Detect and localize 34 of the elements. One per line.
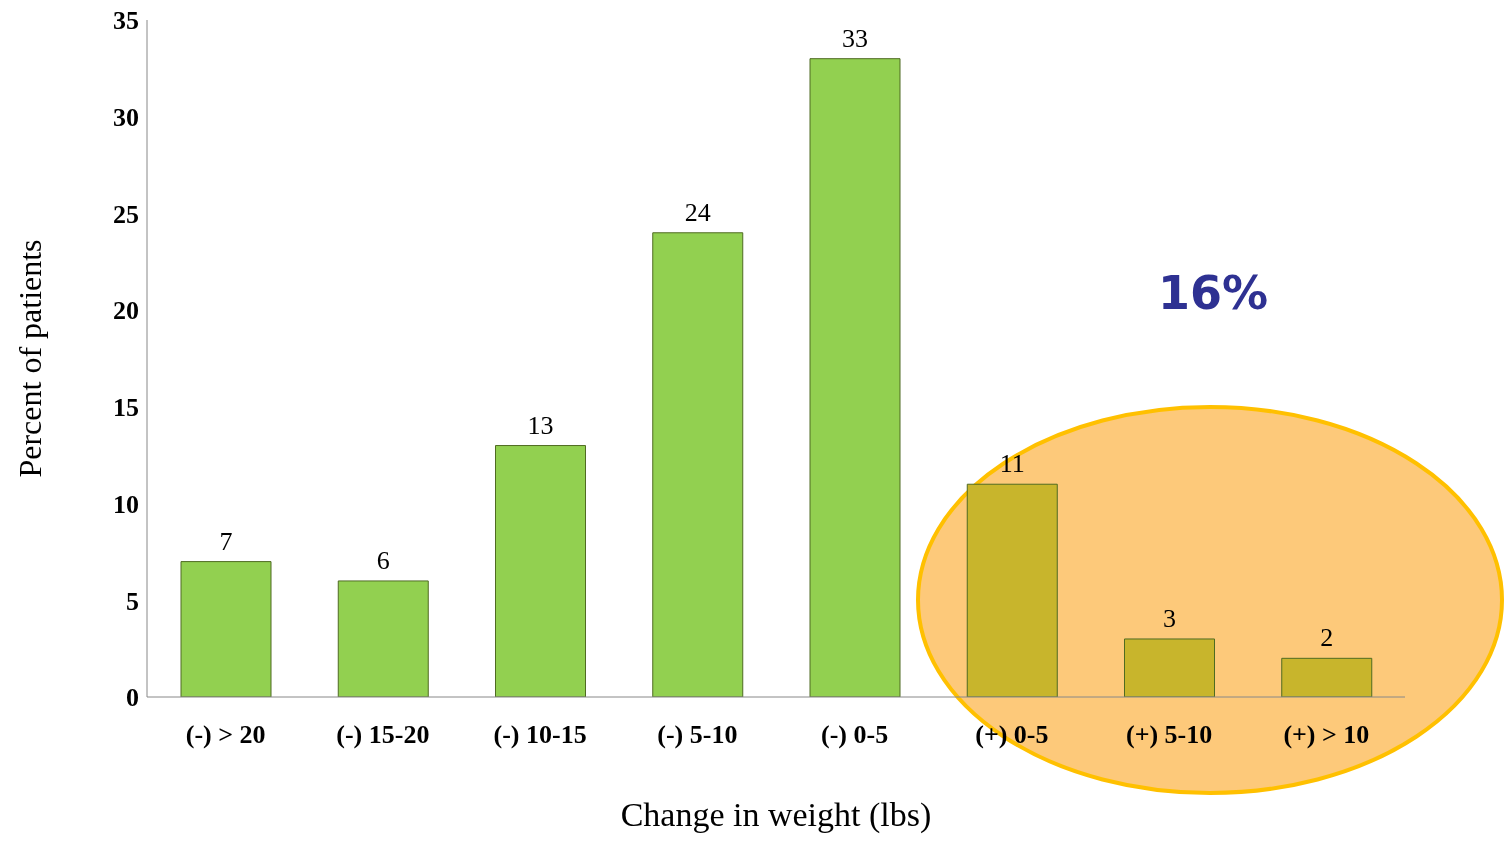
y-tick-label: 35	[113, 6, 139, 36]
y-tick-label: 10	[113, 489, 139, 519]
x-tick-label: (-) 15-20	[336, 720, 430, 750]
y-tick-label: 5	[126, 586, 139, 616]
bar	[1124, 638, 1215, 697]
annotation: 16%	[1158, 266, 1269, 320]
data-label: 7	[219, 526, 233, 556]
x-tick-label: (+) 5-10	[1125, 720, 1213, 750]
bar	[966, 483, 1058, 697]
bar	[652, 232, 744, 697]
y-tick-label: 30	[113, 102, 139, 132]
bar	[337, 580, 429, 697]
data-label: 6	[376, 545, 390, 575]
y-axis-title: Percent of patients	[12, 239, 49, 478]
x-tick-label: (-) 5-10	[657, 720, 738, 750]
y-tick-label: 25	[113, 199, 139, 229]
data-label: 33	[842, 23, 868, 53]
bar	[495, 445, 586, 697]
x-tick-label: (-) > 20	[185, 720, 266, 750]
x-tick-label: (-) 0-5	[821, 720, 889, 750]
data-label: 24	[684, 197, 711, 227]
bar	[180, 561, 272, 697]
data-label: 3	[1163, 603, 1176, 633]
y-tick-label: 20	[113, 296, 139, 326]
y-tick-label: 15	[113, 393, 139, 423]
data-label: 13	[527, 410, 554, 440]
data-label: 11	[999, 449, 1025, 479]
x-tick-label: (+) > 10	[1283, 720, 1370, 750]
y-tick-label: 0	[126, 683, 139, 713]
bar	[1281, 657, 1373, 697]
x-axis-title: Change in weight (lbs)	[620, 796, 932, 834]
data-label: 2	[1320, 623, 1334, 653]
x-tick-label: (-) 10-15	[493, 720, 587, 750]
bar	[809, 58, 901, 697]
